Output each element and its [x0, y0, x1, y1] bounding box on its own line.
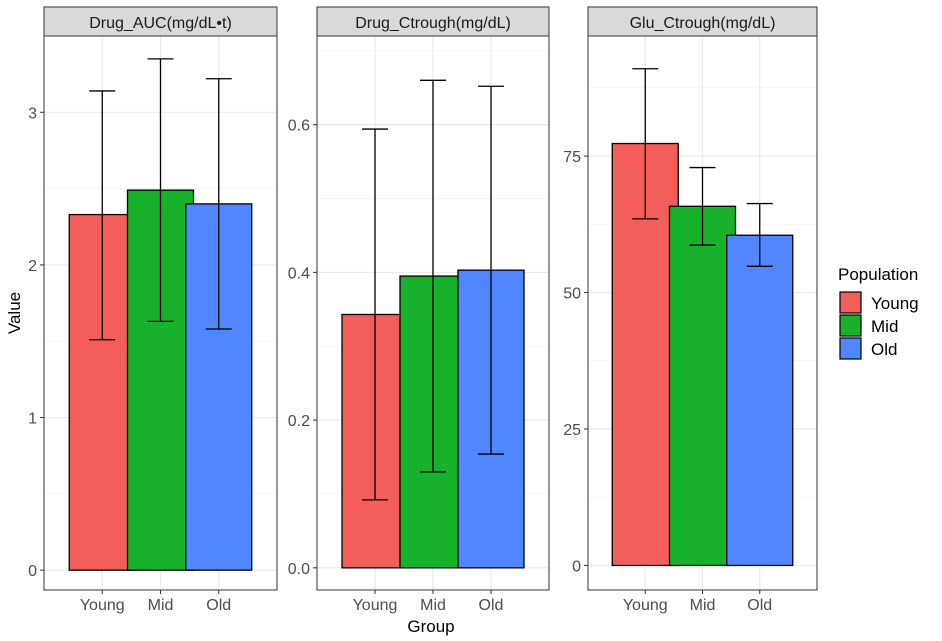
- facet-panel: Drug_Ctrough(mg/dL) 0.0 0.2 0.4 0.6 Young Mid O…: [288, 6, 550, 614]
- x-tick-label: Old: [206, 597, 231, 614]
- facet-strip: [587, 6, 818, 37]
- y-tick-label: 0: [572, 558, 581, 575]
- y-tick-label: 0.6: [288, 118, 310, 135]
- bar: [726, 234, 794, 567]
- y-tick-label: 0: [28, 563, 37, 580]
- y-axis-title: Value: [5, 292, 24, 334]
- facet-title: Drug_AUC(mg/dL•t): [89, 15, 232, 32]
- facet-title: Drug_Ctrough(mg/dL): [355, 15, 511, 32]
- x-tick-label: Young: [80, 597, 125, 614]
- legend-title: Population: [838, 265, 918, 284]
- y-tick-label: 0.4: [288, 265, 310, 282]
- y-tick-label: 75: [563, 149, 581, 166]
- y-tick-label: 0.2: [288, 413, 310, 430]
- x-tick-label: Young: [353, 597, 398, 614]
- x-tick-label: Young: [623, 597, 668, 614]
- y-tick-label: 2: [28, 258, 37, 275]
- y-tick-label: 1: [28, 411, 37, 428]
- y-tick-label: 50: [563, 286, 581, 303]
- x-tick-label: Old: [747, 597, 772, 614]
- facet-panel: Drug_AUC(mg/dL•t) 0 1 2 3 Young Mid Old: [28, 6, 278, 614]
- x-tick-label: Mid: [690, 597, 716, 614]
- legend-key: [839, 291, 862, 314]
- legend-key: [839, 337, 862, 360]
- x-tick-label: Old: [479, 597, 504, 614]
- facet-strip: [316, 6, 550, 37]
- x-axis-title: Group: [407, 617, 454, 636]
- x-tick-label: Mid: [420, 597, 446, 614]
- legend-label: Old: [871, 340, 897, 359]
- legend-key: [839, 314, 862, 337]
- y-tick-label: 25: [563, 422, 581, 439]
- legend: Population Young Mid Old: [838, 265, 919, 360]
- legend-label: Young: [871, 294, 919, 313]
- y-tick-label: 0.0: [288, 561, 310, 578]
- legend-label: Mid: [871, 317, 898, 336]
- y-tick-label: 3: [28, 105, 37, 122]
- facet-strip: [43, 6, 278, 37]
- facet-panel: Glu_Ctrough(mg/dL) 0 25 50 75 Young Mid Old: [563, 6, 818, 614]
- bar: [668, 205, 737, 567]
- x-tick-label: Mid: [148, 597, 174, 614]
- facet-title: Glu_Ctrough(mg/dL): [630, 15, 776, 32]
